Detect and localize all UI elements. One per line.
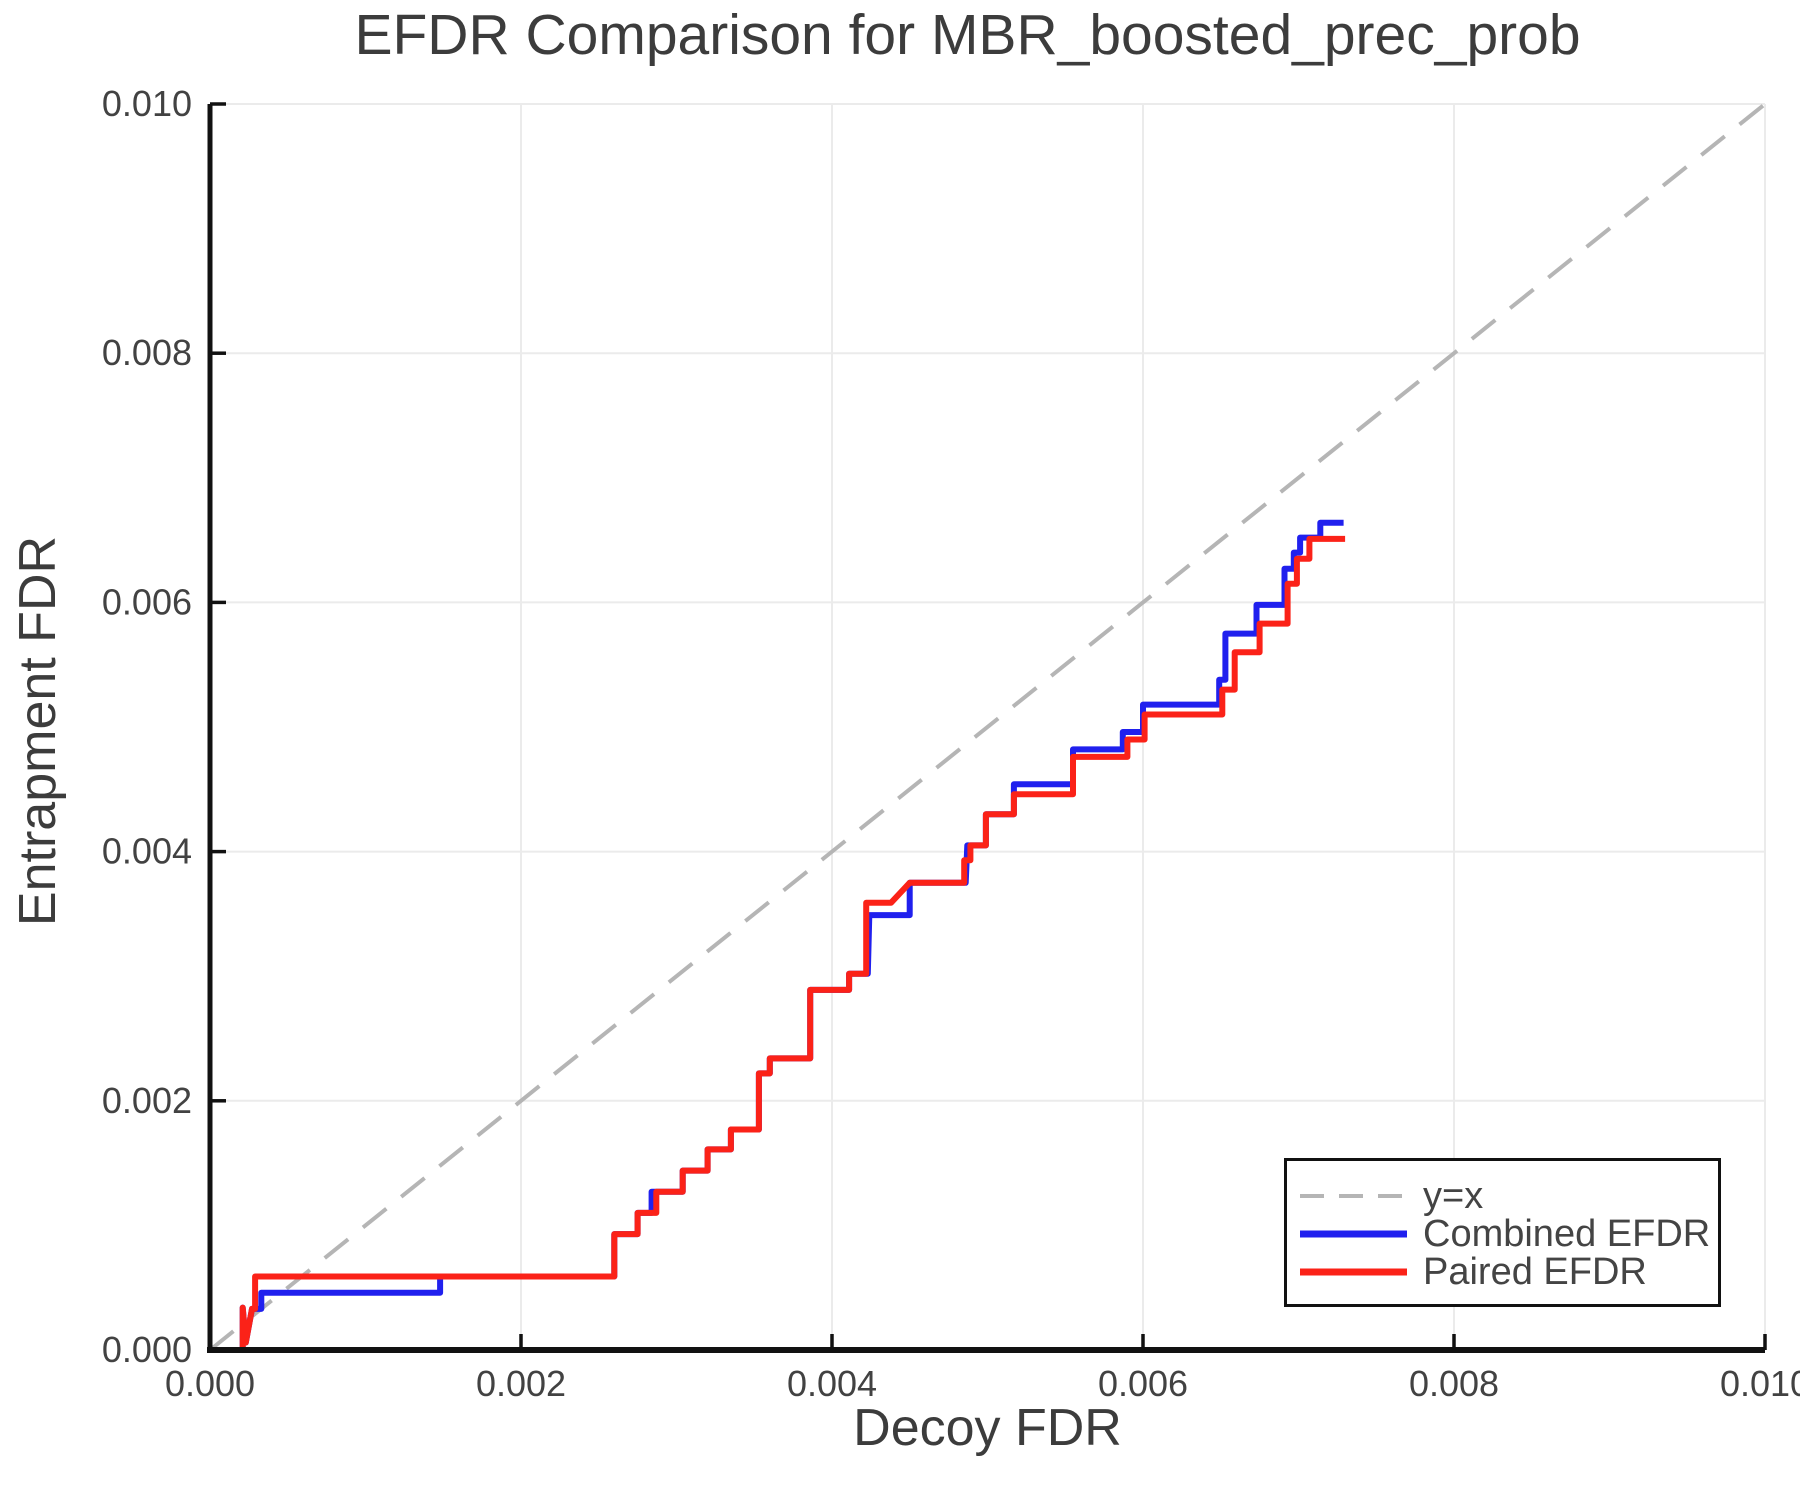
svg-text:0.004: 0.004: [102, 831, 192, 872]
svg-text:0.008: 0.008: [102, 332, 192, 373]
x-axis-title: Decoy FDR: [853, 1399, 1122, 1457]
legend-label-combined: Combined EFDR: [1423, 1212, 1711, 1255]
svg-text:0.006: 0.006: [102, 581, 192, 622]
chart-title: EFDR Comparison for MBR_boosted_prec_pro…: [354, 3, 1581, 67]
svg-text:0.008: 0.008: [1409, 1363, 1499, 1404]
legend-item-identity: y=x: [1287, 1177, 1718, 1215]
svg-text:0.010: 0.010: [1720, 1363, 1800, 1404]
legend-paired-line-swatch: [1300, 1268, 1407, 1275]
legend-item-combined: Combined EFDR: [1287, 1215, 1718, 1253]
svg-text:0.002: 0.002: [102, 1080, 192, 1121]
legend-combined-line-swatch: [1300, 1230, 1407, 1237]
legend-label-paired: Paired EFDR: [1423, 1250, 1647, 1293]
svg-text:0.000: 0.000: [102, 1329, 192, 1370]
svg-text:0.004: 0.004: [787, 1363, 877, 1404]
svg-text:0.000: 0.000: [165, 1363, 255, 1404]
legend-item-paired: Paired EFDR: [1287, 1253, 1718, 1291]
legend: y=x Combined EFDR Paired EFDR: [1284, 1158, 1721, 1307]
legend-dashed-line-swatch: [1300, 1193, 1407, 1198]
svg-text:0.010: 0.010: [102, 83, 192, 124]
svg-text:0.006: 0.006: [1098, 1363, 1188, 1404]
svg-text:0.002: 0.002: [476, 1363, 566, 1404]
legend-label-identity: y=x: [1423, 1174, 1484, 1217]
